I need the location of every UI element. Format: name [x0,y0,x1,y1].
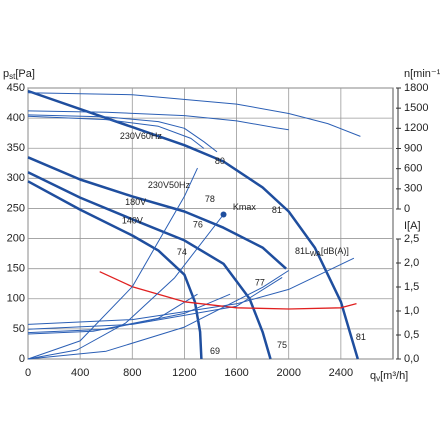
curve [27,214,224,360]
point-marker [220,211,227,218]
y-tick-label: 50 [13,323,25,335]
y-axis-title: pst[Pa] [3,68,35,81]
x-tick-label: 400 [71,367,89,379]
annotation-text: 77 [255,278,265,288]
curve [27,293,198,335]
annotation-text: 75 [277,340,287,350]
curve [27,167,198,360]
y3-tick-label: 0,5 [404,329,419,341]
curve [27,110,289,131]
annotation: 81 [272,205,282,215]
annotation: 140V [122,216,143,226]
annotation: 77 [255,278,265,288]
x-tick-label: 1600 [224,367,248,379]
x-title-sub: v [376,374,380,383]
x-axis-title: qv[m³/h] [370,370,408,383]
y2-tick-label: 900 [404,142,422,154]
y3-tick-label: 1,0 [404,305,419,317]
x-tick-label: 2000 [276,367,300,379]
y-tick-label: 350 [7,142,25,154]
y-tick-label: 250 [7,202,25,214]
y3-tick-label: 1,5 [404,281,419,293]
x-title-unit: [m³/h] [380,370,408,382]
y3-tick-label: 0,0 [404,353,419,365]
y-tick-label: 150 [7,263,25,275]
annotation: 76 [193,220,203,230]
annotation-text: 80 [215,156,225,166]
x-title-main: q [370,370,376,382]
y2-tick-label: 1500 [404,102,428,114]
y2-tick-label: 600 [404,163,422,175]
x-tick-label: 0 [25,367,31,379]
y3-axis-title: I[A] [404,220,421,232]
x-tick-label: 800 [123,367,141,379]
y2-tick-label: 1800 [404,82,428,94]
y-title-main: p [3,68,9,80]
y2-axis-title: n[min⁻¹] [404,68,440,80]
annotation: 230V50Hz [148,181,191,191]
annotation: 230V60Hz [120,131,163,141]
annotation: 78 [205,194,215,204]
annotation-text: 81 [356,332,366,342]
y3-tick-label: 2,0 [404,257,419,269]
y-tick-label: 200 [7,232,25,244]
curve [27,270,289,360]
x-tick-label: 1200 [172,367,196,379]
curve [27,114,218,153]
annotation: 74 [177,247,187,257]
annotation-sub: WA [310,251,321,258]
annotation: 75 [277,340,287,350]
annotation-suffix: [dB(A)] [321,246,349,256]
annotation: 69 [210,346,220,356]
y-title-sub: st [9,72,16,81]
y2-tick-label: 0 [404,203,410,215]
annotation: 180V [125,197,146,207]
y3-tick-label: 2,5 [404,233,419,245]
annotation-text: 81 [272,205,282,215]
annotation-text: 78 [205,194,215,204]
y-tick-label: 0 [19,353,25,365]
x-tick-label: 2400 [329,367,353,379]
curve [27,180,203,360]
y2-tick-label: 300 [404,183,422,195]
y-tick-label: 450 [7,82,25,94]
annotation-text: 140V [122,216,143,226]
y-tick-label: 300 [7,172,25,184]
curve [27,171,272,360]
curve [27,156,287,270]
y-title-unit: [Pa] [15,68,35,80]
annotation-text: L [305,246,310,256]
annotation-text: 74 [177,247,187,257]
annotation: 81 [295,246,305,256]
curve [27,276,283,330]
y2-tick-label: 1200 [404,122,428,134]
annotation-text: 230V60Hz [120,131,163,141]
annotation-text: 76 [193,220,203,230]
annotation: 81 [356,332,366,342]
annotation-text: 81 [295,246,305,256]
curve [27,92,361,137]
annotation: Kmax [233,202,257,212]
annotation-text: Kmax [233,202,257,212]
y-tick-label: 400 [7,112,25,124]
curve [27,89,359,360]
annotation: 80 [215,156,225,166]
curve [27,257,355,325]
y-tick-label: 100 [7,293,25,305]
annotation-text: 230V50Hz [148,181,191,191]
annotation-text: 180V [125,197,146,207]
annotation-text: 69 [210,346,220,356]
annotation: LWA[dB(A)] [305,246,349,257]
curve [27,115,205,149]
